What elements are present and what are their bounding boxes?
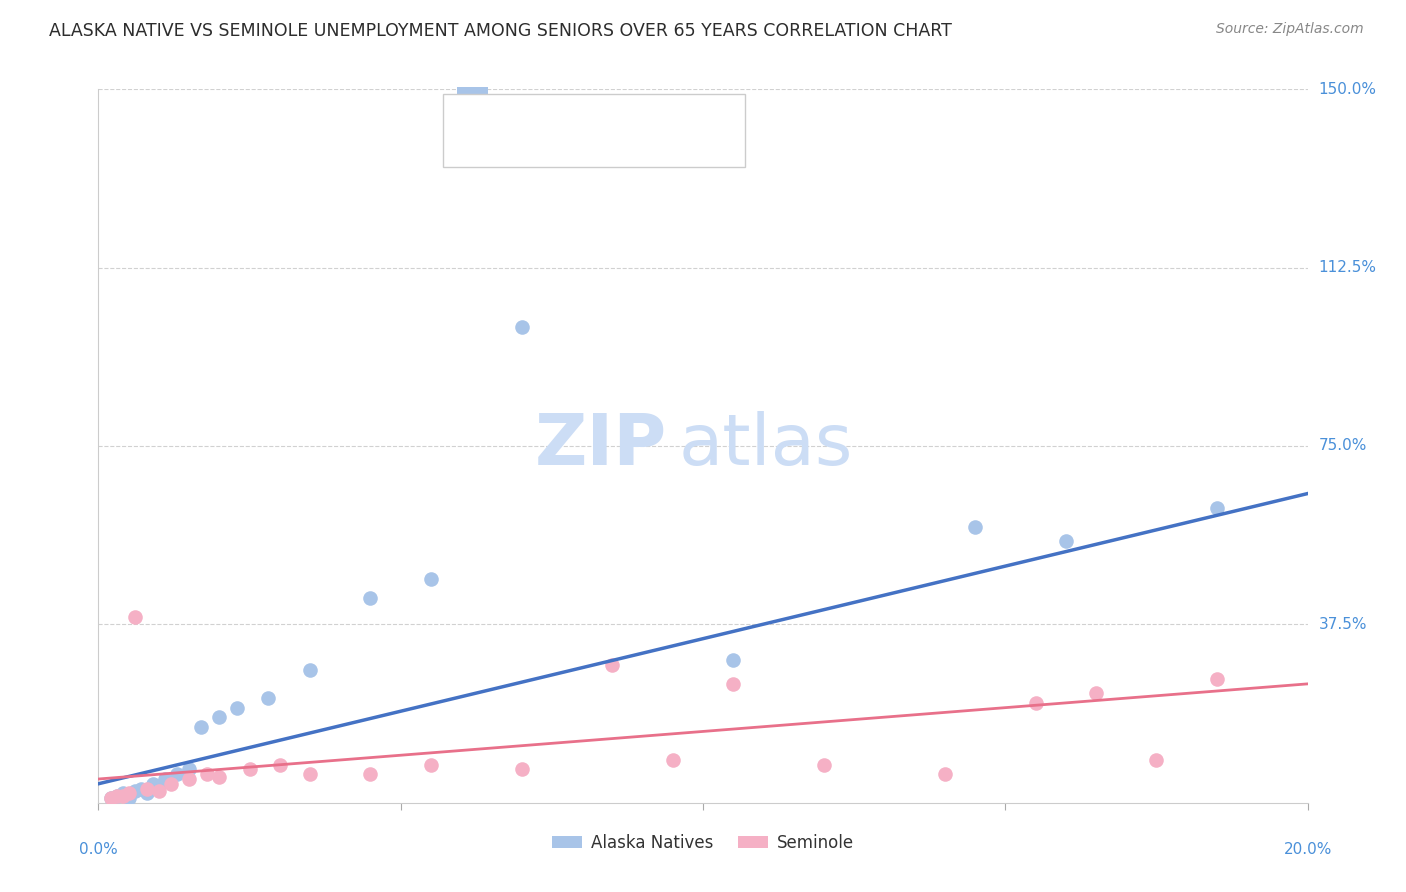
Point (160, 777, 183, 791)
Point (105, 789, 128, 803)
Point (1206, 672, 1229, 686)
Point (179, 763, 201, 777)
Point (100, 791, 122, 805)
Point (360, 767, 382, 781)
Point (934, 767, 956, 781)
Text: ALASKA NATIVE VS SEMINOLE UNEMPLOYMENT AMONG SENIORS OVER 65 YEARS CORRELATION C: ALASKA NATIVE VS SEMINOLE UNEMPLOYMENT A… (49, 22, 952, 40)
Text: 75.0%: 75.0% (1319, 439, 1367, 453)
Point (118, 786, 141, 800)
Point (1024, 696, 1046, 710)
Point (256, 691, 278, 706)
Point (723, 653, 745, 667)
Point (1206, 500, 1229, 515)
Point (111, 786, 134, 800)
Point (142, 777, 165, 791)
Point (661, 753, 683, 767)
Point (129, 781, 152, 796)
Point (195, 767, 218, 781)
Text: R = 0.588   N = 24: R = 0.588 N = 24 (499, 101, 651, 116)
Point (148, 779, 170, 793)
Text: 37.5%: 37.5% (1319, 617, 1367, 632)
Point (135, 781, 157, 796)
Point (1085, 686, 1108, 700)
Point (179, 772, 201, 786)
Text: atlas: atlas (679, 411, 853, 481)
Point (153, 772, 176, 786)
Point (124, 784, 146, 798)
Point (226, 700, 249, 714)
Point (965, 520, 987, 534)
Point (100, 791, 122, 805)
Point (111, 789, 134, 803)
Point (1146, 753, 1168, 767)
Text: Source: ZipAtlas.com: Source: ZipAtlas.com (1216, 22, 1364, 37)
Point (813, 757, 835, 772)
Point (118, 791, 141, 805)
Point (135, 786, 157, 800)
Point (166, 767, 188, 781)
Point (105, 789, 128, 803)
Point (208, 710, 231, 724)
Point (723, 677, 745, 691)
Point (1054, 534, 1077, 549)
Point (208, 770, 231, 784)
Point (299, 663, 322, 677)
Point (190, 720, 212, 734)
Text: ZIP: ZIP (534, 411, 666, 481)
Point (269, 757, 291, 772)
Point (299, 767, 322, 781)
Point (510, 763, 533, 777)
Text: 20.0%: 20.0% (1284, 842, 1331, 856)
Point (420, 572, 443, 586)
Text: 150.0%: 150.0% (1319, 82, 1376, 96)
Point (420, 757, 443, 772)
Text: R = 0.415   N = 26: R = 0.415 N = 26 (499, 133, 651, 148)
Point (148, 784, 170, 798)
Text: 0.0%: 0.0% (79, 842, 118, 856)
Point (124, 610, 146, 624)
Point (360, 591, 382, 606)
Point (510, 320, 533, 334)
Point (239, 763, 262, 777)
Text: 112.5%: 112.5% (1319, 260, 1376, 275)
Legend: Alaska Natives, Seminole: Alaska Natives, Seminole (546, 828, 860, 859)
Point (602, 657, 624, 672)
